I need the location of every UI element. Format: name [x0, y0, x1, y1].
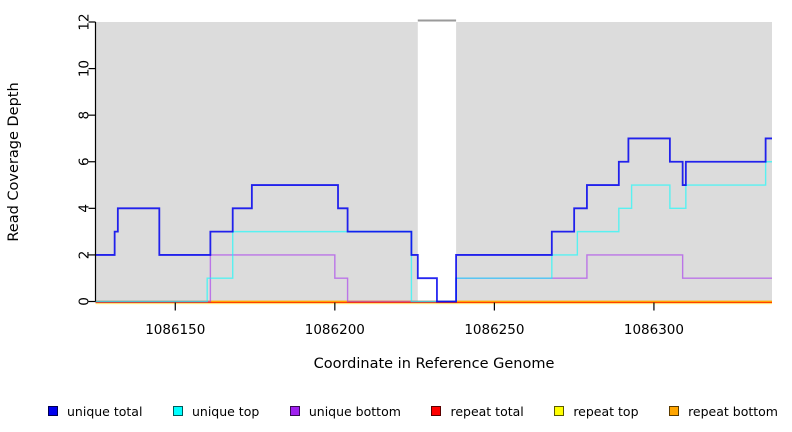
legend-label: unique top: [191, 403, 260, 419]
legend: unique total unique top unique bottom repea…: [0, 396, 792, 432]
legend-label: repeat bottom: [688, 403, 778, 419]
y-axis-tick-label: 12: [77, 13, 93, 30]
x-axis-tick-label: 1086300: [624, 322, 684, 338]
y-axis-tick-label: 2: [76, 251, 92, 260]
y-axis-title: Read Coverage Depth: [6, 82, 22, 241]
x-axis-tick-label: 1086250: [464, 322, 524, 338]
y-axis-tick-label: 4: [77, 204, 93, 213]
legend-label: repeat total: [450, 403, 524, 419]
legend-item-unique-bottom: unique bottom: [289, 403, 401, 419]
x-axis-title: Coordinate in Reference Genome: [314, 356, 555, 372]
legend-item-unique-total: unique total: [48, 404, 142, 419]
masked-region-band: [417, 22, 457, 302]
legend-swatch-icon: [554, 406, 565, 416]
legend-label: repeat top: [573, 403, 639, 419]
legend-swatch-icon: [669, 406, 680, 416]
legend-label: unique total: [67, 403, 143, 419]
legend-item-repeat-total: repeat total: [431, 403, 524, 419]
legend-swatch-icon: [48, 406, 58, 416]
series-line-unique-bottom: [95, 254, 772, 303]
series-line-unique-top: [95, 161, 772, 303]
coverage-chart: 0 2 4 6 8 10 12 1086150 1086200 1086250 1086300 Co…: [6, 13, 772, 372]
y-axis-tick-label: 10: [77, 60, 93, 77]
legend-item-repeat-top: repeat top: [554, 403, 639, 419]
y-axis-tick-label: 0: [77, 297, 93, 306]
legend-item-unique-top: unique top: [172, 403, 260, 419]
legend-swatch-icon: [289, 406, 300, 416]
legend-label: unique bottom: [308, 403, 401, 419]
y-axis-tick-label: 6: [77, 157, 93, 166]
x-axis-tick-label: 1086150: [145, 322, 205, 338]
x-axis-tick-label: 1086200: [305, 322, 365, 338]
legend-item-repeat-bottom: repeat bottom: [669, 404, 778, 419]
series-line-unique-total: [95, 137, 772, 303]
legend-swatch-icon: [431, 406, 442, 416]
legend-swatch-icon: [172, 406, 183, 416]
y-axis-tick-label: 8: [77, 111, 93, 120]
